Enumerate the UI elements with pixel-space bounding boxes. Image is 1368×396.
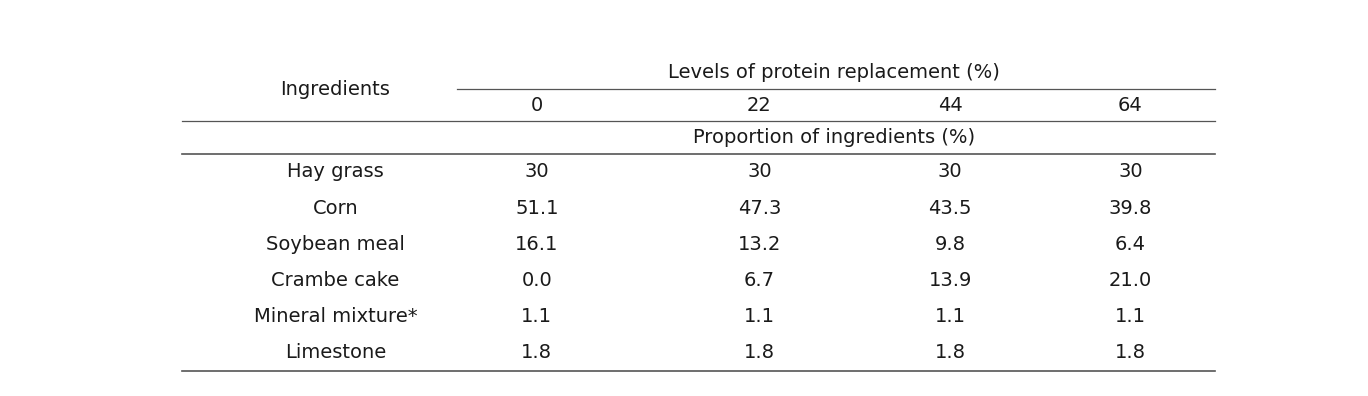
Text: Hay grass: Hay grass	[287, 162, 383, 181]
Text: 1.1: 1.1	[521, 307, 553, 326]
Text: Mineral mixture*: Mineral mixture*	[253, 307, 417, 326]
Text: 39.8: 39.8	[1109, 198, 1152, 217]
Text: Levels of protein replacement (%): Levels of protein replacement (%)	[668, 63, 1000, 82]
Text: 6.4: 6.4	[1115, 235, 1146, 254]
Text: 16.1: 16.1	[516, 235, 558, 254]
Text: 47.3: 47.3	[737, 198, 781, 217]
Text: 1.8: 1.8	[934, 343, 966, 362]
Text: 43.5: 43.5	[929, 198, 973, 217]
Text: 6.7: 6.7	[744, 271, 774, 290]
Text: 1.1: 1.1	[744, 307, 774, 326]
Text: 30: 30	[747, 162, 772, 181]
Text: 21.0: 21.0	[1109, 271, 1152, 290]
Text: 30: 30	[1118, 162, 1142, 181]
Text: 51.1: 51.1	[514, 198, 558, 217]
Text: 0: 0	[531, 96, 543, 115]
Text: Corn: Corn	[312, 198, 358, 217]
Text: Crambe cake: Crambe cake	[271, 271, 399, 290]
Text: 13.2: 13.2	[737, 235, 781, 254]
Text: 0.0: 0.0	[521, 271, 553, 290]
Text: Limestone: Limestone	[285, 343, 386, 362]
Text: 1.1: 1.1	[1115, 307, 1146, 326]
Text: Ingredients: Ingredients	[280, 80, 390, 99]
Text: Proportion of ingredients (%): Proportion of ingredients (%)	[692, 128, 974, 147]
Text: 1.8: 1.8	[744, 343, 774, 362]
Text: 1.1: 1.1	[934, 307, 966, 326]
Text: 1.8: 1.8	[521, 343, 553, 362]
Text: Soybean meal: Soybean meal	[265, 235, 405, 254]
Text: 1.8: 1.8	[1115, 343, 1146, 362]
Text: 13.9: 13.9	[929, 271, 971, 290]
Text: 22: 22	[747, 96, 772, 115]
Text: 64: 64	[1118, 96, 1142, 115]
Text: 30: 30	[938, 162, 963, 181]
Text: 9.8: 9.8	[934, 235, 966, 254]
Text: 30: 30	[524, 162, 549, 181]
Text: 44: 44	[938, 96, 963, 115]
